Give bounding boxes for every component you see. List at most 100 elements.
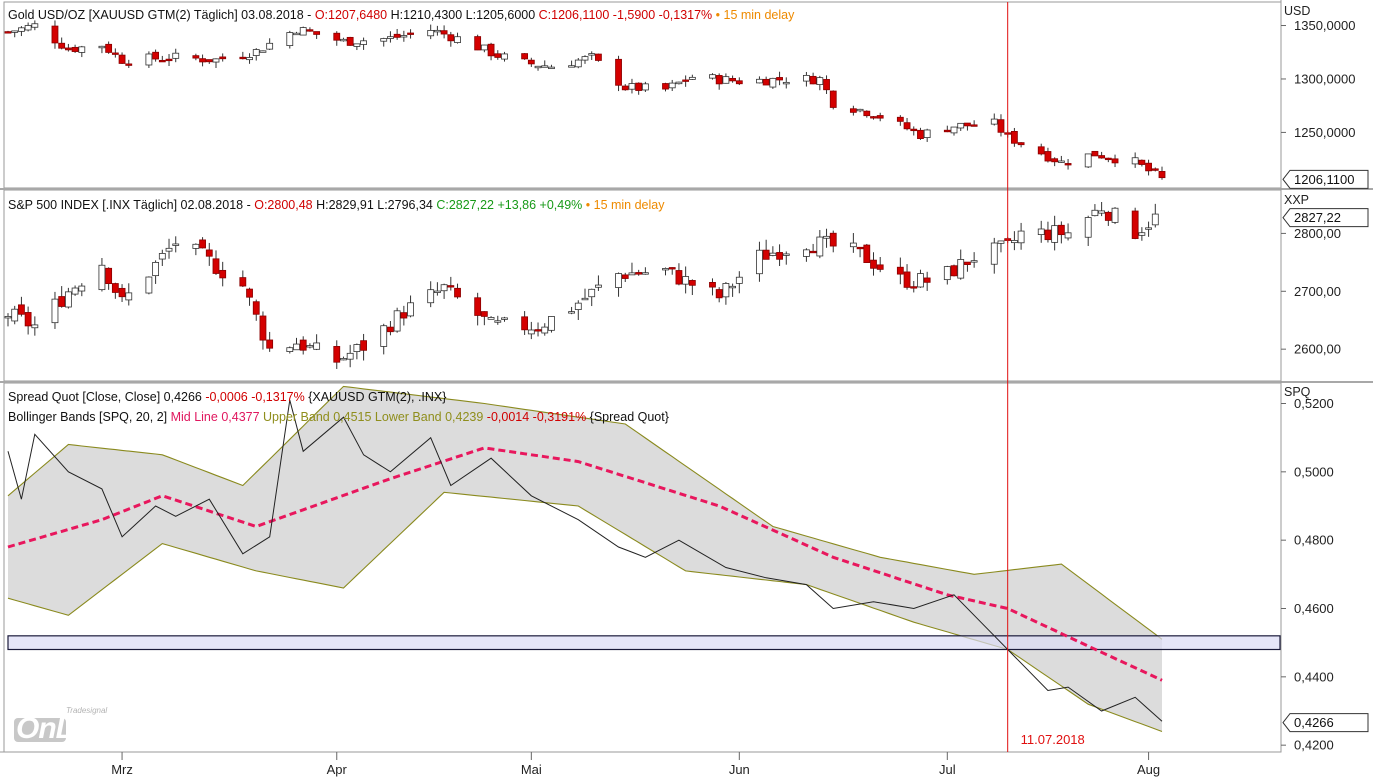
candle [334, 346, 340, 362]
candle [79, 286, 85, 291]
candle [287, 348, 293, 352]
candle [582, 298, 588, 300]
candle [897, 267, 903, 274]
candle [1085, 154, 1091, 167]
header-segment: 0,4266 [164, 390, 202, 404]
candle [1132, 158, 1138, 164]
candle [830, 233, 836, 246]
candle [32, 325, 38, 328]
candle [944, 130, 950, 132]
candle [864, 111, 870, 116]
support-zone[interactable] [8, 636, 1280, 650]
candle [877, 116, 883, 119]
candle [736, 81, 742, 84]
candle [441, 31, 447, 34]
spread-last-value-text: 0,4266 [1294, 715, 1334, 730]
candle [716, 75, 722, 83]
candle [1152, 169, 1158, 171]
candle [193, 56, 199, 58]
candle [1065, 233, 1071, 238]
candle [689, 77, 695, 79]
header-segment: Upper Band 0,4515 [260, 410, 372, 424]
spread-unit-label: SPQ [1284, 385, 1311, 399]
candle [1105, 212, 1111, 220]
candle [777, 252, 783, 259]
candle [12, 31, 18, 33]
candle [495, 321, 501, 323]
spread-y-tick-label: 0,4600 [1294, 601, 1334, 616]
candle [569, 66, 575, 68]
candle [589, 54, 595, 56]
candle [542, 66, 548, 68]
candle [911, 287, 917, 289]
candle [911, 129, 917, 131]
candle [589, 289, 595, 296]
month-label: Apr [327, 762, 348, 777]
candle [112, 284, 118, 293]
candle [1112, 159, 1118, 163]
header-segment: • 15 min delay [582, 198, 664, 212]
candle [340, 39, 346, 41]
candle [106, 44, 112, 52]
candle [569, 312, 575, 314]
month-label: Mrz [111, 762, 133, 777]
candle [25, 26, 31, 30]
candle [897, 117, 903, 121]
candle [455, 37, 461, 43]
candle [857, 109, 863, 111]
candle [535, 330, 541, 332]
candle [428, 290, 434, 303]
candle [709, 75, 715, 78]
candle [763, 79, 769, 85]
candle [300, 340, 306, 350]
candle [663, 268, 669, 270]
candle [260, 316, 266, 340]
candle [1085, 218, 1091, 238]
candle [106, 268, 112, 283]
gold-last-value: 1206,1100 [1283, 170, 1368, 188]
spx-y-tick-label: 2600,00 [1294, 342, 1341, 357]
candle [307, 346, 313, 348]
candle [99, 265, 105, 289]
candle [1011, 131, 1017, 143]
header-segment: S&P 500 INDEX [.INX Täglich] 02.08.2018 … [8, 198, 254, 212]
candle [683, 80, 689, 82]
candle [240, 278, 246, 286]
candle [381, 326, 387, 347]
candle [1146, 163, 1152, 171]
candle [1099, 156, 1105, 158]
candle [636, 83, 642, 90]
candle [448, 286, 454, 288]
candle [267, 43, 273, 49]
candle [455, 288, 461, 297]
candle [387, 37, 393, 39]
candle [387, 327, 393, 332]
candle [783, 254, 789, 256]
candle [501, 318, 507, 320]
candle [991, 119, 997, 124]
spx-y-tick-label: 2800,00 [1294, 226, 1341, 241]
candle [173, 244, 179, 246]
candle [166, 248, 172, 251]
header-segment: O:1207,6480 [315, 8, 387, 22]
candle [676, 82, 682, 84]
candle [522, 317, 528, 330]
candle [1058, 225, 1064, 234]
candle [770, 253, 776, 255]
candle [428, 30, 434, 35]
candle [408, 33, 414, 35]
candle [361, 41, 367, 45]
candle [629, 273, 635, 275]
candle [924, 278, 930, 282]
candle [683, 277, 689, 285]
candle [220, 57, 226, 59]
candle [72, 288, 78, 294]
candle [1099, 211, 1105, 213]
candle [260, 51, 266, 53]
candle [340, 358, 346, 360]
candle [287, 33, 293, 46]
candle [193, 244, 199, 248]
candle [159, 253, 165, 259]
candle [240, 57, 246, 59]
candle [575, 303, 581, 309]
